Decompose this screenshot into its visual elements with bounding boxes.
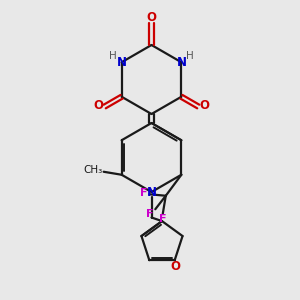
Text: H: H bbox=[186, 51, 194, 61]
Text: O: O bbox=[93, 99, 103, 112]
Text: O: O bbox=[170, 260, 180, 273]
Text: F: F bbox=[140, 188, 148, 198]
Text: H: H bbox=[109, 51, 117, 61]
Text: CH₃: CH₃ bbox=[83, 165, 103, 175]
Text: F: F bbox=[159, 214, 166, 224]
Text: O: O bbox=[146, 11, 157, 24]
Text: F: F bbox=[146, 209, 153, 219]
Text: N: N bbox=[176, 56, 186, 69]
Text: N: N bbox=[117, 56, 127, 69]
Text: O: O bbox=[200, 99, 210, 112]
Text: N: N bbox=[146, 185, 157, 199]
